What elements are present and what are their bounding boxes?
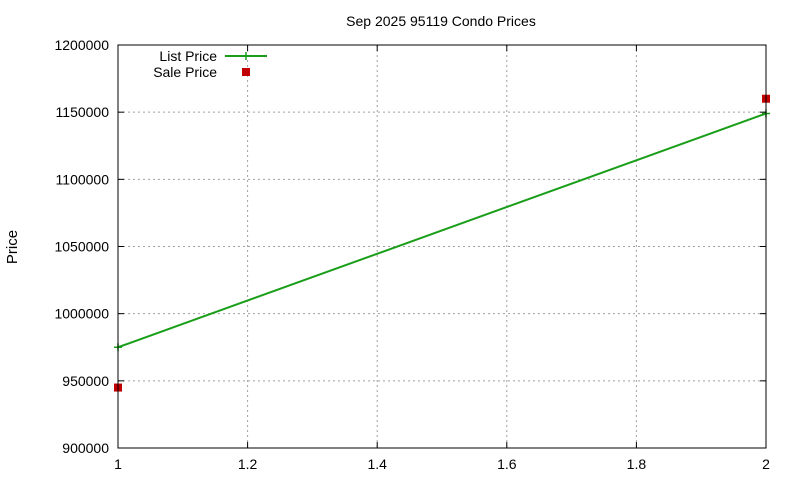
y-tick-label: 950000 (62, 373, 109, 389)
x-tick-label: 1.2 (238, 456, 258, 472)
y-tick-label: 1150000 (56, 104, 110, 120)
legend-swatch-marker (242, 68, 250, 76)
x-tick-label: 1.8 (627, 456, 647, 472)
series-layer (114, 94, 770, 392)
list-price-line (117, 112, 767, 349)
x-tick-label: 2 (762, 456, 770, 472)
ticks: 1 1.2 1.4 1.6 1.8 2 900000 950000 1000000 1050000… (54, 37, 770, 472)
legend-label: Sale Price (153, 64, 217, 80)
y-tick-label: 1100000 (56, 171, 110, 187)
chart-title: Sep 2025 95119 Condo Prices (346, 13, 536, 29)
x-tick-label: 1.4 (367, 456, 387, 472)
y-tick-label: 1050000 (54, 239, 109, 255)
y-axis-label: Price (4, 230, 21, 264)
grid (118, 45, 766, 448)
x-tick-label: 1 (114, 456, 122, 472)
y-tick-label: 1000000 (54, 306, 109, 322)
legend-swatch-marker (242, 52, 250, 60)
x-tick-label: 1.6 (497, 456, 517, 472)
y-tick-label: 1200000 (54, 37, 109, 53)
legend-label: List Price (159, 48, 217, 64)
y-tick-label: 900000 (62, 440, 109, 456)
